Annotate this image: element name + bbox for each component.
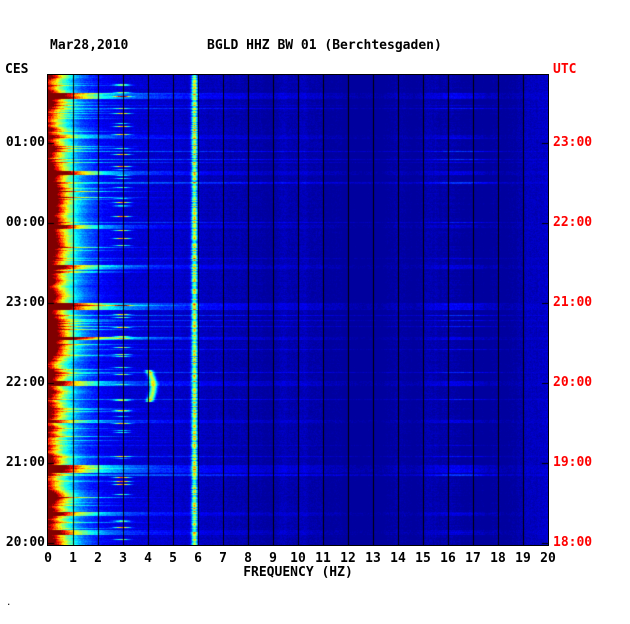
spectrogram-canvas [47,74,549,546]
left-axis-label: CES [5,62,29,77]
frequency-tick: 14 [390,551,406,566]
date-label: Mar28,2010 [50,38,129,53]
chart-title: BGLD HHZ BW 01 (Berchtesgaden) [207,38,442,53]
frequency-axis-label: FREQUENCY (HZ) [243,565,353,580]
frequency-tick: 12 [340,551,356,566]
frequency-tick: 11 [315,551,331,566]
left-time-tick: 20:00 [5,535,45,550]
right-time-tick: 18:00 [553,535,593,550]
frequency-tick: 16 [440,551,456,566]
page-footnote-mark: . [6,598,12,608]
frequency-tick: 18 [490,551,506,566]
frequency-tick: 1 [69,551,77,566]
left-time-tick: 00:00 [5,215,45,230]
left-time-tick: 21:00 [5,455,45,470]
right-time-tick: 21:00 [553,295,593,310]
frequency-tick: 6 [194,551,202,566]
left-time-tick: 01:00 [5,135,45,150]
right-time-tick: 20:00 [553,375,593,390]
right-axis-label: UTC [553,62,577,77]
frequency-tick: 15 [415,551,431,566]
frequency-tick: 19 [515,551,531,566]
frequency-tick: 5 [169,551,177,566]
right-time-tick: 22:00 [553,215,593,230]
left-time-tick: 22:00 [5,375,45,390]
frequency-tick: 3 [119,551,127,566]
frequency-tick: 8 [244,551,252,566]
frequency-tick: 0 [44,551,52,566]
frequency-tick: 17 [465,551,481,566]
frequency-tick: 13 [365,551,381,566]
left-time-tick: 23:00 [5,295,45,310]
frequency-tick: 10 [290,551,306,566]
frequency-tick: 4 [144,551,152,566]
frequency-tick: 20 [540,551,556,566]
right-time-tick: 23:00 [553,135,593,150]
right-time-tick: 19:00 [553,455,593,470]
frequency-tick: 2 [94,551,102,566]
frequency-tick: 9 [269,551,277,566]
frequency-tick: 7 [219,551,227,566]
